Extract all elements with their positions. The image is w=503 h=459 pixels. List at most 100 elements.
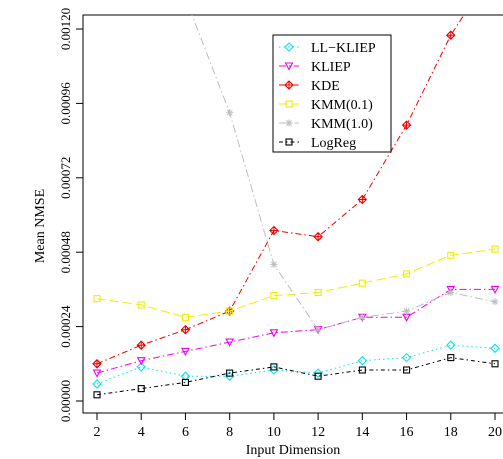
series-line bbox=[96, 344, 496, 385]
data-point bbox=[182, 0, 189, 2]
data-point bbox=[270, 261, 278, 269]
legend-label: LL−KLIEP bbox=[311, 41, 376, 56]
data-point bbox=[491, 245, 499, 253]
x-tick-label: 18 bbox=[444, 425, 458, 440]
data-point bbox=[180, 324, 191, 335]
legend-item: KMM(1.0) bbox=[279, 117, 373, 132]
data-point bbox=[358, 366, 366, 374]
data-point bbox=[269, 225, 279, 236]
series-line bbox=[96, 288, 495, 374]
x-tick-label: 2 bbox=[94, 425, 101, 440]
data-point bbox=[403, 366, 411, 374]
legend-item: KMM(0.1) bbox=[279, 98, 373, 113]
legend-marker bbox=[285, 119, 293, 127]
series-kliep bbox=[92, 285, 500, 378]
data-point bbox=[490, 285, 500, 295]
legend-box bbox=[272, 34, 392, 153]
x-axis: 2 4 6 8 10 12 14 16 18 20 bbox=[94, 413, 502, 440]
legend-marker bbox=[284, 62, 294, 71]
data-point bbox=[92, 379, 102, 389]
legend-marker bbox=[285, 100, 293, 108]
data-point bbox=[269, 329, 279, 338]
data-point bbox=[92, 369, 102, 378]
plot-frame bbox=[82, 14, 503, 414]
data-point bbox=[136, 340, 147, 350]
data-point bbox=[180, 371, 191, 381]
data-point bbox=[225, 338, 235, 347]
series-line bbox=[96, 15, 465, 365]
series-kmm-1-0 bbox=[182, 0, 499, 334]
data-point bbox=[137, 385, 145, 393]
data-point bbox=[313, 231, 323, 242]
data-point bbox=[357, 355, 368, 366]
legend-label: KMM(1.0) bbox=[311, 117, 373, 132]
data-point bbox=[357, 194, 368, 205]
data-point bbox=[92, 359, 102, 369]
y-tick-label: 0.00048 bbox=[58, 231, 73, 273]
x-axis-label: Input Dimension bbox=[246, 443, 341, 458]
data-point bbox=[445, 340, 456, 350]
legend-item: KLIEP bbox=[279, 60, 351, 75]
y-tick-label: 0.00072 bbox=[58, 157, 73, 199]
data-point bbox=[358, 313, 366, 321]
y-tick-label: 0.00120 bbox=[58, 8, 73, 50]
x-tick-label: 8 bbox=[226, 425, 233, 440]
data-point bbox=[270, 363, 278, 371]
data-point bbox=[491, 360, 499, 368]
data-point bbox=[490, 343, 500, 354]
data-point bbox=[226, 307, 234, 315]
y-tick-label: 0.00000 bbox=[58, 380, 73, 422]
data-point bbox=[226, 109, 234, 117]
series-ll-kliep bbox=[92, 340, 500, 389]
x-tick-label: 14 bbox=[355, 425, 369, 440]
data-point bbox=[446, 285, 456, 295]
data-point bbox=[445, 30, 456, 40]
data-point bbox=[403, 270, 411, 278]
data-point bbox=[226, 369, 234, 377]
data-point bbox=[314, 288, 322, 297]
data-point bbox=[270, 292, 278, 300]
legend-label: KMM(0.1) bbox=[311, 98, 373, 113]
data-point bbox=[447, 354, 455, 362]
x-tick-label: 16 bbox=[400, 425, 414, 440]
series-logreg bbox=[93, 354, 499, 399]
data-point bbox=[358, 279, 366, 287]
series-line bbox=[96, 357, 496, 396]
data-point bbox=[93, 391, 101, 399]
legend: LL−KLIEP KLIEP KDE KMM(0.1) KMM(1.0) LogReg bbox=[272, 34, 392, 153]
y-axis-label: Mean NMSE bbox=[33, 189, 48, 263]
y-tick-label: 0.00024 bbox=[58, 305, 73, 348]
y-tick-label: 0.00096 bbox=[58, 82, 73, 125]
legend-marker bbox=[284, 42, 294, 52]
data-point bbox=[403, 307, 411, 315]
data-point bbox=[447, 289, 455, 296]
legend-marker bbox=[285, 138, 293, 146]
data-point bbox=[136, 357, 146, 366]
data-point bbox=[136, 362, 147, 372]
data-point bbox=[181, 347, 190, 357]
x-tick-label: 10 bbox=[267, 425, 281, 440]
x-tick-label: 6 bbox=[182, 425, 189, 440]
legend-item: LogReg bbox=[279, 136, 356, 151]
x-tick-label: 20 bbox=[488, 425, 502, 440]
legend-marker bbox=[284, 80, 294, 90]
legend-label: LogReg bbox=[311, 136, 356, 151]
y-axis: 0.00000 0.00024 0.00048 0.00072 0.00096 0.001… bbox=[58, 8, 83, 422]
data-point bbox=[491, 298, 499, 306]
x-tick-label: 4 bbox=[138, 425, 145, 440]
series-layer bbox=[92, 0, 500, 399]
legend-item: LL−KLIEP bbox=[279, 41, 376, 56]
data-point bbox=[181, 378, 189, 386]
data-point bbox=[401, 120, 412, 130]
data-point bbox=[181, 313, 189, 321]
x-tick-label: 12 bbox=[311, 425, 325, 440]
series-line bbox=[96, 248, 496, 318]
data-point bbox=[447, 251, 455, 259]
series-kmm-0-1 bbox=[93, 245, 499, 321]
data-point bbox=[313, 368, 323, 378]
legend-label: KDE bbox=[311, 79, 340, 94]
legend-item: KDE bbox=[279, 79, 340, 94]
legend-label: KLIEP bbox=[311, 60, 351, 75]
data-point bbox=[401, 352, 412, 363]
